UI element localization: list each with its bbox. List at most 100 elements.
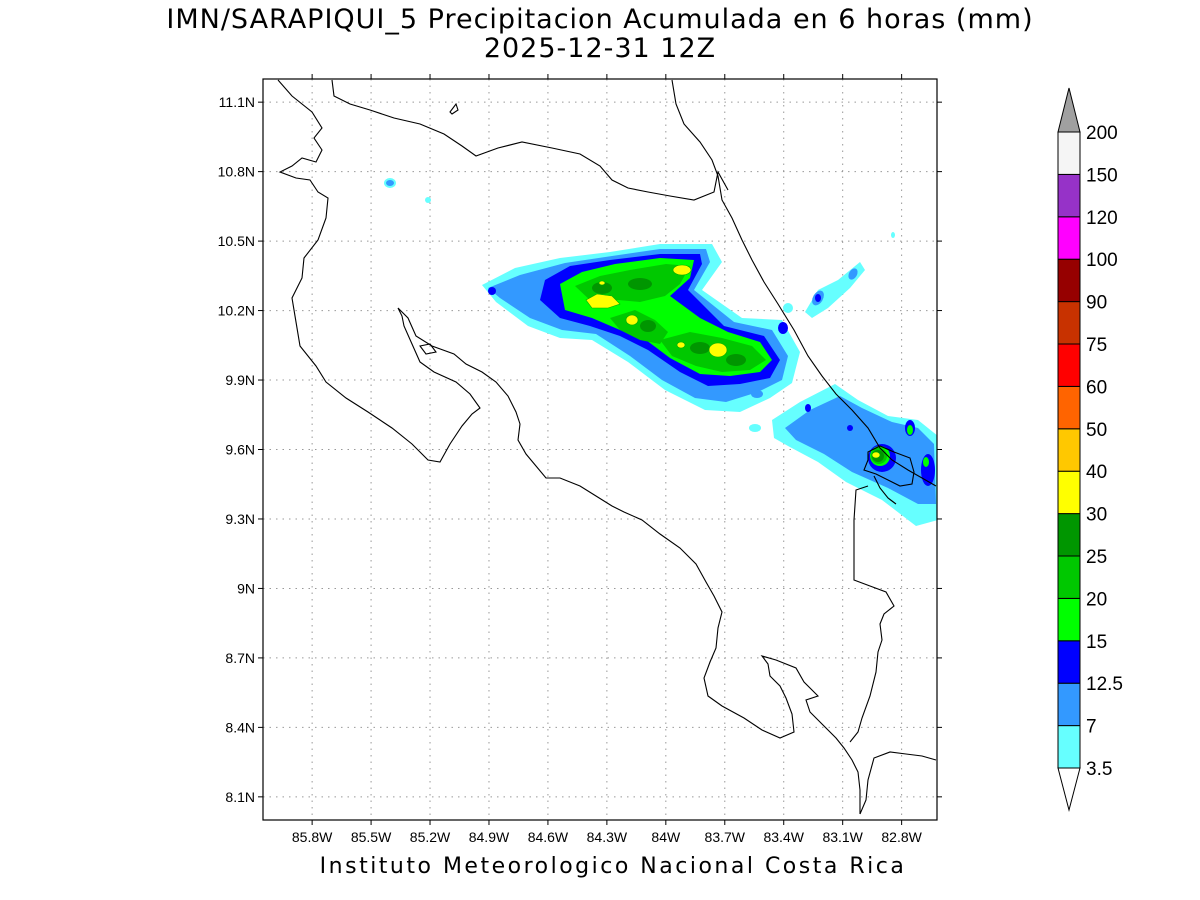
precip-region xyxy=(783,303,793,313)
precip-region xyxy=(907,425,913,435)
coastlines-borders xyxy=(277,79,937,815)
colorbar-underflow-triangle xyxy=(1057,767,1081,812)
pacific-coastline xyxy=(277,79,861,814)
precip-region xyxy=(672,264,692,276)
precip-region xyxy=(923,457,929,467)
lon-tick-label: 84W xyxy=(651,829,681,845)
colorbar-swatch xyxy=(1057,131,1081,175)
precip-region xyxy=(640,320,656,332)
colorbar-swatch xyxy=(1057,343,1081,387)
lon-tick-label: 82.8W xyxy=(881,829,922,845)
lon-tick-label: 84.3W xyxy=(587,829,628,845)
colorbar-label: 150 xyxy=(1086,165,1118,186)
precip-region xyxy=(610,310,668,344)
colorbar: 3.5 7 12.5 15 20 25 30 40 50 60 75 90 100 120 150 200 xyxy=(1057,87,1123,812)
lon-tick-label: 85.2W xyxy=(410,829,451,845)
lon-tick-label: 83.1W xyxy=(822,829,863,845)
graticule xyxy=(263,79,937,820)
colorbar-label: 25 xyxy=(1086,547,1107,568)
precip-region xyxy=(592,282,612,294)
precip-region xyxy=(891,232,895,238)
axis-labels: 85.8W 85.5W 85.2W 84.9W 84.6W 84.3W 84W 83.7W 83… xyxy=(218,94,923,845)
lake-island xyxy=(419,343,437,355)
colorbar-swatch xyxy=(1057,640,1081,684)
colorbar-label: 12.5 xyxy=(1086,674,1123,695)
colorbar-swatch xyxy=(1057,173,1081,218)
precip-region xyxy=(726,354,746,366)
lon-tick-label: 84.9W xyxy=(469,829,510,845)
colorbar-label: 120 xyxy=(1086,208,1118,229)
map-panel: 85.8W 85.5W 85.2W 84.9W 84.6W 84.3W 84W 83.7W 83… xyxy=(218,74,942,845)
lon-tick-label: 85.5W xyxy=(351,829,392,845)
colorbar-label: 75 xyxy=(1086,335,1107,356)
precip-region xyxy=(625,314,639,326)
colorbar-swatch xyxy=(1057,682,1081,727)
precip-region xyxy=(628,278,652,290)
precip-region xyxy=(778,322,788,334)
panama-inner-border xyxy=(873,475,897,505)
precip-region xyxy=(488,287,496,295)
colorbar-label: 90 xyxy=(1086,293,1107,314)
lat-tick-label: 8.1N xyxy=(225,789,255,805)
precip-level-30 xyxy=(585,264,881,459)
precip-region xyxy=(749,424,761,432)
colorbar-label: 30 xyxy=(1086,505,1107,526)
colorbar-swatch xyxy=(1057,428,1081,472)
lat-tick-label: 9.3N xyxy=(225,511,255,527)
colorbar-swatch xyxy=(1057,301,1081,345)
precip-region xyxy=(386,180,394,186)
lon-tick-label: 85.8W xyxy=(292,829,333,845)
footer-credit: Instituto Meteorologico Nacional Costa R… xyxy=(319,854,907,879)
caribbean-coastline xyxy=(671,79,937,487)
panama-border-south xyxy=(849,485,895,743)
colorbar-swatch xyxy=(1057,513,1081,557)
nicaragua-border xyxy=(331,79,729,201)
precip-level-25 xyxy=(592,278,884,462)
colorbar-swatch xyxy=(1057,385,1081,430)
precip-region xyxy=(785,396,936,504)
colorbar-label: 60 xyxy=(1086,377,1107,398)
precipitation-field xyxy=(384,178,937,526)
colorbar-swatch xyxy=(1057,597,1081,642)
colorbar-label: 15 xyxy=(1086,632,1107,653)
lat-tick-label: 9N xyxy=(237,580,255,596)
precip-region xyxy=(871,451,881,459)
precip-region xyxy=(848,268,858,280)
colorbar-swatch xyxy=(1057,470,1081,515)
colorbar-label: 20 xyxy=(1086,589,1107,610)
colorbar-label: 40 xyxy=(1086,462,1107,483)
map-subtitle-date: 2025-12-31 12Z xyxy=(483,33,717,64)
precip-region xyxy=(805,404,811,412)
colorbar-swatch xyxy=(1057,725,1081,769)
colorbar-label: 100 xyxy=(1086,250,1118,271)
island-small xyxy=(449,102,459,115)
precip-region xyxy=(585,293,621,309)
map-title: IMN/SARAPIQUI_5 Precipitacion Acumulada … xyxy=(166,4,1034,35)
colorbar-label: 50 xyxy=(1086,420,1107,441)
lon-tick-label: 84.6W xyxy=(528,829,569,845)
lat-tick-label: 10.8N xyxy=(218,164,255,180)
lat-tick-label: 9.9N xyxy=(225,372,255,388)
precip-region xyxy=(598,280,606,286)
precip-region xyxy=(425,197,431,203)
lon-tick-label: 83.7W xyxy=(705,829,746,845)
lat-tick-label: 8.7N xyxy=(225,650,255,666)
axis-ticks xyxy=(258,74,942,825)
lat-tick-label: 10.5N xyxy=(218,233,255,249)
precip-region xyxy=(815,294,821,302)
precip-region xyxy=(690,342,710,354)
lat-tick-label: 11.1N xyxy=(219,94,255,110)
colorbar-swatch xyxy=(1057,258,1081,303)
colorbar-swatch xyxy=(1057,555,1081,599)
lat-tick-label: 10.2N xyxy=(218,303,255,319)
colorbar-label: 7 xyxy=(1086,717,1097,738)
precip-region xyxy=(676,341,686,349)
colorbar-label: 200 xyxy=(1086,123,1118,144)
lat-tick-label: 8.4N xyxy=(225,719,255,735)
precip-region xyxy=(751,390,763,398)
precip-region xyxy=(847,425,853,431)
panama-border xyxy=(863,445,915,487)
precip-region xyxy=(708,342,728,358)
burica-peninsula xyxy=(859,751,937,815)
